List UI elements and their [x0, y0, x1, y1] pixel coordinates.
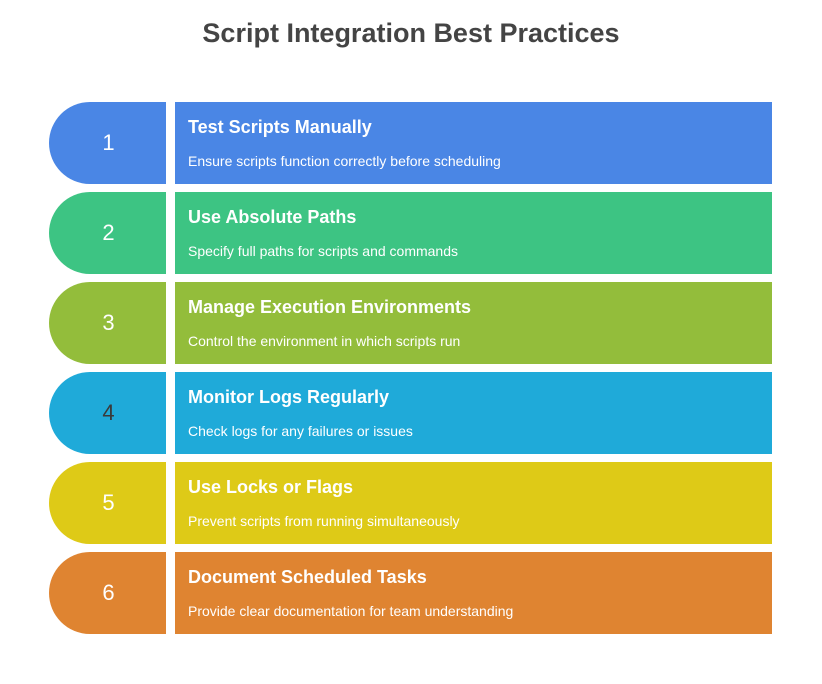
- practice-card: Use Absolute Paths Specify full paths fo…: [175, 192, 772, 274]
- practice-card: Monitor Logs Regularly Check logs for an…: [175, 372, 772, 454]
- practice-description: Provide clear documentation for team und…: [188, 603, 514, 619]
- practice-row: 3 Manage Execution Environments Control …: [49, 282, 772, 364]
- practice-heading: Document Scheduled Tasks: [188, 567, 427, 587]
- practice-heading: Monitor Logs Regularly: [188, 387, 390, 407]
- practice-card: Test Scripts Manually Ensure scripts fun…: [175, 102, 772, 184]
- practice-heading: Manage Execution Environments: [188, 297, 472, 317]
- practice-row: 6 Document Scheduled Tasks Provide clear…: [49, 552, 772, 634]
- practice-description: Ensure scripts function correctly before…: [188, 153, 501, 169]
- step-number: 2: [102, 220, 115, 245]
- practice-description: Check logs for any failures or issues: [188, 423, 413, 439]
- step-number: 3: [102, 310, 115, 335]
- practice-card: Use Locks or Flags Prevent scripts from …: [175, 462, 772, 544]
- practice-row: 2 Use Absolute Paths Specify full paths …: [49, 192, 772, 274]
- step-number: 4: [102, 400, 115, 425]
- step-number: 1: [102, 130, 115, 155]
- practice-card: Document Scheduled Tasks Provide clear d…: [175, 552, 772, 634]
- practice-description: Specify full paths for scripts and comma…: [188, 243, 459, 259]
- step-number-badge: 1: [49, 102, 166, 184]
- step-number: 6: [102, 580, 115, 605]
- practice-row: 4 Monitor Logs Regularly Check logs for …: [49, 372, 772, 454]
- practice-description: Control the environment in which scripts…: [188, 333, 461, 349]
- practice-description: Prevent scripts from running simultaneou…: [188, 513, 460, 529]
- step-number-badge: 4: [49, 372, 166, 454]
- step-number: 5: [102, 490, 115, 515]
- practice-row: 1 Test Scripts Manually Ensure scripts f…: [49, 102, 772, 184]
- practice-row: 5 Use Locks or Flags Prevent scripts fro…: [49, 462, 772, 544]
- practice-heading: Test Scripts Manually: [188, 117, 372, 137]
- diagram-title: Script Integration Best Practices: [202, 18, 620, 48]
- practice-heading: Use Absolute Paths: [188, 207, 357, 227]
- step-number-badge: 3: [49, 282, 166, 364]
- step-number-badge: 2: [49, 192, 166, 274]
- step-number-badge: 6: [49, 552, 166, 634]
- practice-card: Manage Execution Environments Control th…: [175, 282, 772, 364]
- step-number-badge: 5: [49, 462, 166, 544]
- practice-heading: Use Locks or Flags: [188, 477, 354, 497]
